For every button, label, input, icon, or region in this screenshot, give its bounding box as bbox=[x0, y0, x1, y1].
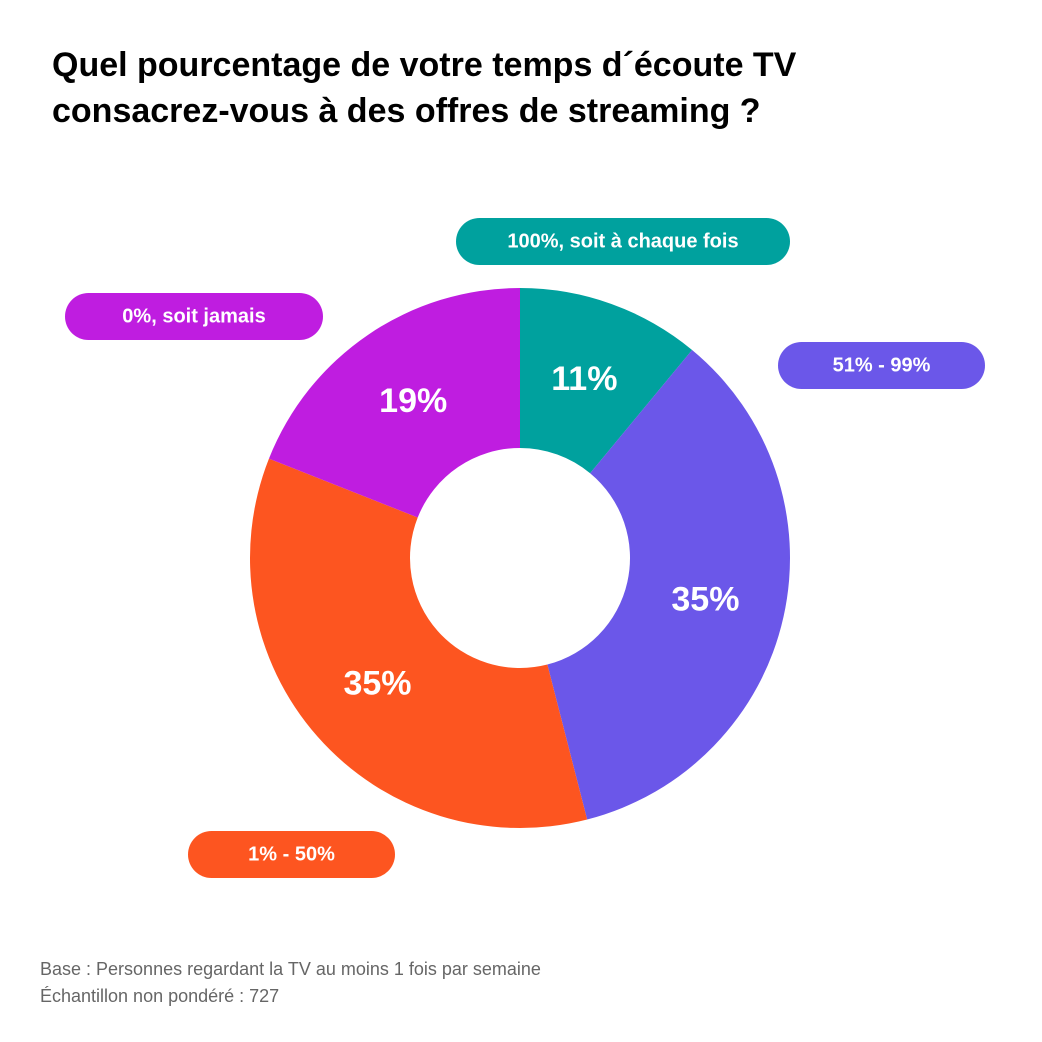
donut-segment bbox=[547, 349, 790, 820]
value-label: 19% bbox=[379, 382, 447, 420]
value-label: 11% bbox=[551, 360, 617, 398]
legend-label: 100%, soit à chaque fois bbox=[507, 230, 738, 252]
footnote: Échantillon non pondéré : 727 bbox=[40, 986, 280, 1006]
footnote: Base : Personnes regardant la TV au moin… bbox=[40, 959, 541, 979]
legend-pill bbox=[188, 831, 395, 878]
value-label: 35% bbox=[671, 580, 739, 618]
legend-label: 1% - 50% bbox=[248, 843, 335, 865]
donut-segment bbox=[520, 288, 693, 474]
donut-segment bbox=[268, 288, 520, 518]
value-label: 35% bbox=[343, 665, 411, 703]
legend-pill bbox=[778, 342, 985, 389]
legend-pill bbox=[65, 293, 323, 340]
donut-segment bbox=[250, 458, 588, 828]
footnotes: Base : Personnes regardant la TV au moin… bbox=[40, 956, 541, 1010]
legend-label: 51% - 99% bbox=[833, 354, 931, 376]
legend-label: 0%, soit jamais bbox=[122, 305, 265, 327]
chart-title: Quel pourcentage de votre temps d´écoute… bbox=[52, 46, 797, 130]
legend-pill bbox=[456, 218, 790, 265]
